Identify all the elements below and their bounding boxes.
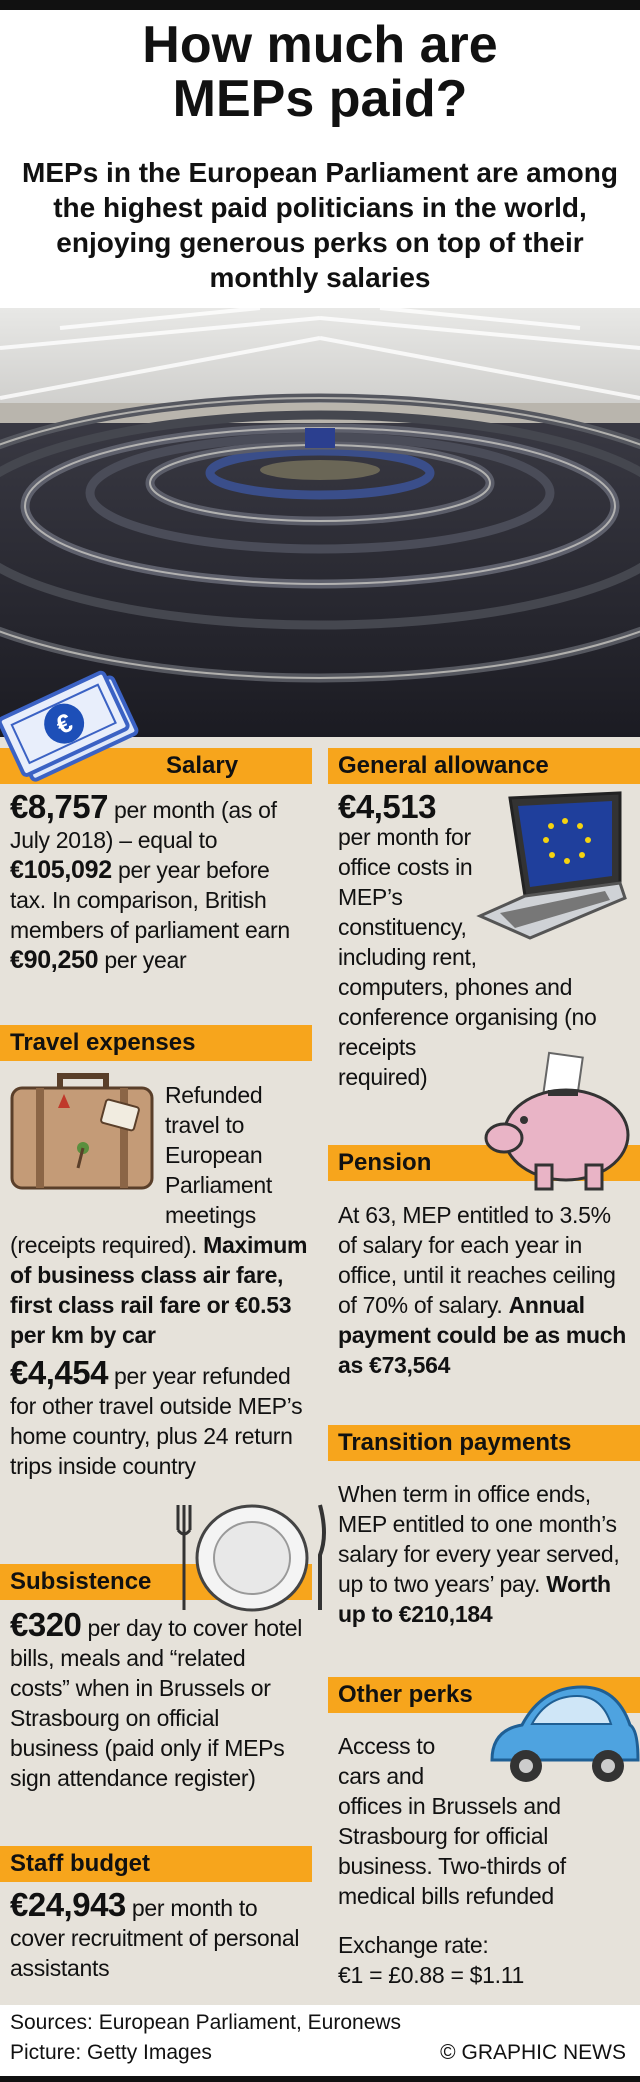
- subtitle: MEPs in the European Parliament are amon…: [22, 157, 618, 293]
- text: per month (as of July 2018) – equal to: [10, 797, 277, 853]
- banknotes-icon: €: [0, 670, 139, 782]
- text: per year before tax. In comparison, Brit…: [10, 857, 290, 943]
- top-bar: [0, 0, 640, 10]
- plate-icon: [176, 1504, 326, 1612]
- exchange-label: Exchange rate:: [338, 1932, 489, 1958]
- piggy-bank-icon: [484, 1051, 630, 1191]
- section-text: €4,513 per month for office costs in MEP…: [338, 788, 633, 1184]
- text: Refunded travel to European Parliament m…: [10, 1082, 272, 1258]
- footer: [0, 2005, 640, 2076]
- section-text: €24,943 per month to cover recruitment o…: [10, 1888, 310, 1983]
- amount: €90,250: [10, 946, 99, 974]
- amount: €8,757: [10, 788, 108, 825]
- amount: €4,513: [338, 788, 436, 825]
- section-text: At 63, MEP entitled to 3.5% of salary fo…: [338, 1200, 633, 1380]
- amount: €320: [10, 1606, 82, 1643]
- picture-credit: Picture: Getty Images: [10, 2041, 212, 2064]
- bottom-bar: [0, 2076, 640, 2082]
- amount: €4,454: [10, 1354, 108, 1391]
- content-background: [0, 737, 640, 2005]
- text: per day to cover hotel bills, meals and …: [10, 1615, 303, 1791]
- section-text: When term in office ends, MEP entitled t…: [338, 1479, 633, 1629]
- text: At 63, MEP entitled to 3.5% of salary fo…: [338, 1202, 616, 1318]
- text-bold: Annual payment could be as much as €73,5…: [338, 1292, 627, 1378]
- text: per month to cover recruitment of person…: [10, 1895, 300, 1981]
- section-heading: Transition payments: [328, 1425, 640, 1461]
- text: Access to cars and offices in Brussels a…: [338, 1733, 566, 1909]
- suitcase-icon: [10, 1073, 154, 1190]
- section-heading: Travel expenses: [0, 1025, 312, 1061]
- exchange-rates: €1 = £0.88 = $1.11: [338, 1962, 525, 1988]
- title: How much are MEPs paid?: [142, 16, 498, 128]
- section-text: Access to cars and offices in Brussels a…: [338, 1731, 633, 1911]
- text-bold: Maximum of business class air fare, firs…: [10, 1232, 308, 1348]
- text: When term in office ends, MEP entitled t…: [338, 1481, 620, 1597]
- section-text: €320 per day to cover hotel bills, meals…: [10, 1608, 310, 1793]
- text: per year refunded for other travel outsi…: [10, 1363, 303, 1479]
- credit: © GRAPHIC NEWS: [440, 2041, 626, 2064]
- section-heading: General allowance: [328, 748, 640, 784]
- section-text: €4,454 per year refunded for other trave…: [10, 1356, 310, 1588]
- exchange-rate: Exchange rate: €1 = £0.88 = $1.11: [338, 1930, 633, 1990]
- car-icon: [490, 1685, 640, 1782]
- amount: €105,092: [10, 856, 112, 884]
- text: per year: [104, 947, 187, 973]
- amount: €24,943: [10, 1886, 126, 1923]
- text: per month for office costs in MEP’s cons…: [338, 824, 597, 1090]
- laptop-icon: [476, 791, 627, 940]
- section-text: Refunded travel to European Parliament m…: [10, 1080, 310, 1350]
- sources: Sources: European Parliament, Euronews: [10, 2011, 402, 2034]
- text-bold: Worth up to €210,184: [338, 1571, 611, 1627]
- section-text: €8,757 per month (as of July 2018) – equ…: [10, 790, 310, 975]
- section-heading: Staff budget: [0, 1846, 312, 1882]
